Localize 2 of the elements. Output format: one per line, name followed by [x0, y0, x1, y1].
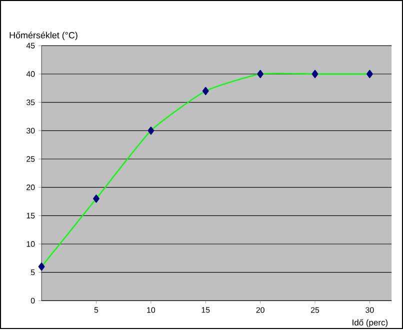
y-axis-title: Hőmérséklet (°C) — [10, 31, 78, 40]
x-axis-title: Idő (perc) — [352, 318, 388, 327]
